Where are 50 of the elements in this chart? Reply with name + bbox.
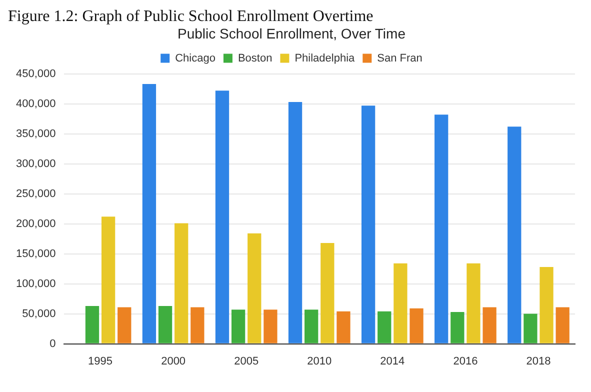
bar (466, 263, 480, 344)
y-tick-label: 450,000 (16, 68, 56, 80)
y-tick-label: 300,000 (16, 158, 56, 170)
bar (190, 307, 204, 344)
y-tick-label: 400,000 (16, 98, 56, 110)
y-tick-label: 0 (50, 338, 56, 350)
bar (378, 311, 392, 344)
bar (158, 306, 172, 344)
x-tick-label: 2014 (380, 355, 405, 368)
bar (215, 90, 230, 344)
bar (85, 306, 100, 344)
bar (174, 223, 188, 344)
x-tick-label: 2018 (526, 355, 551, 368)
legend-label: Boston (238, 52, 272, 64)
bar (336, 311, 350, 344)
bar (248, 233, 262, 344)
legend-label: Philadelphia (294, 52, 356, 64)
x-tick-label: 2005 (234, 355, 259, 368)
chart-title: Public School Enrollment, Over Time (178, 25, 406, 42)
bar (556, 307, 570, 344)
y-tick-label: 50,000 (22, 308, 56, 320)
bar (320, 243, 334, 344)
bar (434, 114, 448, 344)
x-tick-label: 1995 (88, 355, 113, 368)
bar (394, 263, 408, 344)
bar (118, 307, 132, 344)
bar (304, 310, 318, 344)
y-tick-label: 150,000 (16, 248, 56, 260)
x-tick-label: 2010 (307, 355, 332, 368)
bar (361, 106, 376, 344)
bar (508, 126, 522, 344)
bar (410, 308, 424, 344)
bar (450, 312, 464, 344)
bar (264, 310, 278, 344)
y-tick-label: 100,000 (16, 278, 56, 290)
x-tick-label: 2016 (453, 355, 478, 368)
x-tick-label: 2000 (161, 355, 186, 368)
y-tick-label: 350,000 (16, 128, 56, 140)
bar (101, 216, 116, 344)
bar (142, 84, 156, 344)
legend-label: Chicago (175, 52, 216, 64)
bar (540, 267, 554, 344)
legend-label: San Fran (377, 52, 422, 64)
bar (524, 314, 538, 344)
bar (482, 307, 496, 344)
y-tick-label: 200,000 (16, 218, 56, 230)
bar (231, 310, 246, 344)
bar (288, 102, 302, 344)
y-tick-label: 250,000 (16, 188, 56, 200)
caption: Figure 1.2: Graph of Public School Enrollment Overtime (8, 8, 374, 26)
